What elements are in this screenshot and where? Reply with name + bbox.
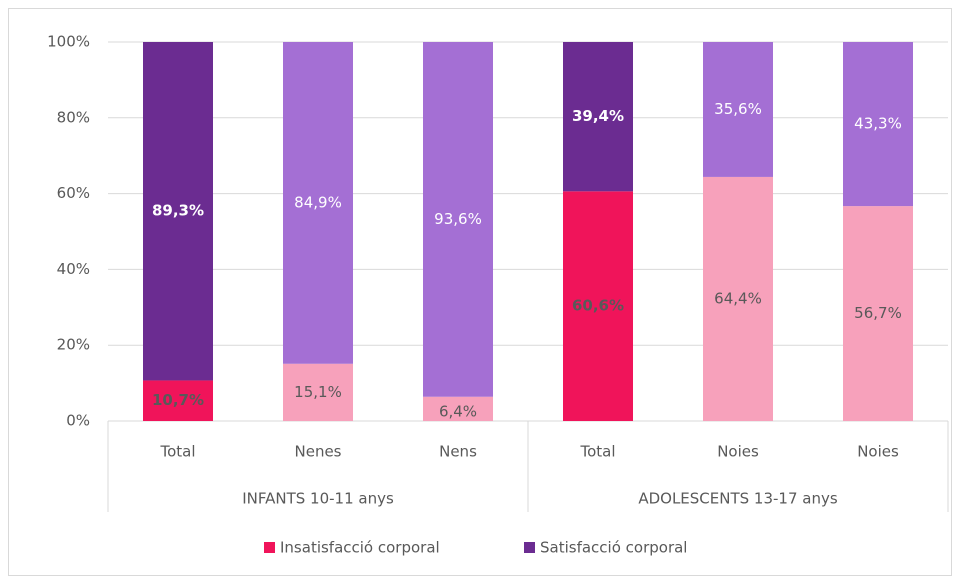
legend-label: Satisfacció corporal <box>540 539 687 557</box>
value-label: 89,3% <box>152 202 204 220</box>
value-label: 64,4% <box>714 289 762 307</box>
bar-segment <box>423 396 493 421</box>
bar-segment <box>843 206 913 421</box>
bar-segment <box>703 176 773 421</box>
value-label: 56,7% <box>854 304 902 322</box>
bar-segment <box>703 42 773 177</box>
bar-segment <box>143 380 213 421</box>
y-tick-label: 100% <box>47 33 90 51</box>
bar-segment <box>563 191 633 421</box>
x-tick-label: Total <box>159 443 195 461</box>
y-tick-label: 0% <box>66 412 90 430</box>
bar-segment <box>843 42 913 207</box>
bar-segment <box>423 42 493 397</box>
x-tick-label: Nens <box>439 443 477 461</box>
x-tick-label: Nenes <box>295 443 342 461</box>
value-label: 6,4% <box>439 402 477 420</box>
y-tick-label: 80% <box>57 108 90 126</box>
value-label: 35,6% <box>714 100 762 118</box>
group-label: INFANTS 10-11 anys <box>242 490 394 508</box>
value-label: 60,6% <box>572 297 624 315</box>
y-tick-label: 60% <box>57 184 90 202</box>
y-tick-label: 20% <box>57 336 90 354</box>
bar-segment <box>563 42 633 192</box>
value-label: 10,7% <box>152 391 204 409</box>
legend-swatch <box>264 542 275 553</box>
bar-segment <box>283 42 353 364</box>
bar-segment <box>143 42 213 381</box>
value-label: 93,6% <box>434 210 482 228</box>
value-label: 15,1% <box>294 383 342 401</box>
bar-segment <box>283 363 353 421</box>
legend-swatch <box>524 542 535 553</box>
x-tick-label: Total <box>579 443 615 461</box>
x-tick-label: Noies <box>857 443 899 461</box>
value-label: 39,4% <box>572 107 624 125</box>
legend-label: Insatisfacció corporal <box>280 539 440 557</box>
value-label: 84,9% <box>294 193 342 211</box>
value-label: 43,3% <box>854 115 902 133</box>
x-tick-label: Noies <box>717 443 759 461</box>
group-label: ADOLESCENTS 13-17 anys <box>638 490 838 508</box>
y-tick-label: 40% <box>57 260 90 278</box>
